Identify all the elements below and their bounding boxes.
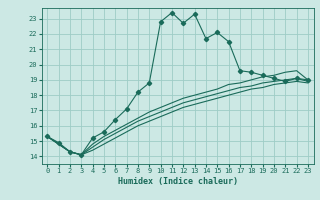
X-axis label: Humidex (Indice chaleur): Humidex (Indice chaleur) xyxy=(118,177,237,186)
